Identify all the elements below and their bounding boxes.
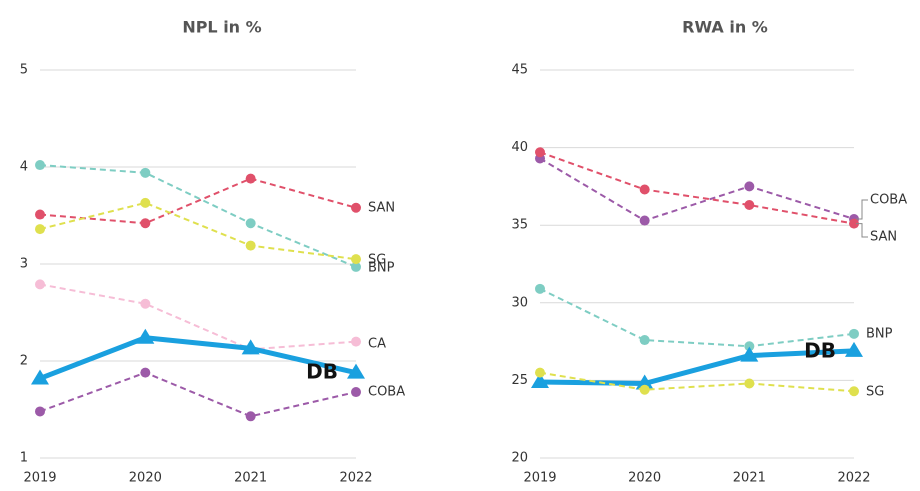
series-label: SG [866, 385, 884, 400]
marker [351, 202, 361, 213]
marker [245, 173, 256, 184]
marker [639, 215, 650, 226]
marker [351, 261, 361, 272]
marker [140, 218, 151, 229]
marker [351, 387, 361, 398]
series-line [539, 371, 855, 393]
series-line [39, 177, 357, 225]
marker [845, 341, 863, 357]
marker [639, 184, 650, 195]
marker [35, 224, 45, 235]
chart-title: NPL in % [182, 18, 261, 37]
marker [535, 147, 545, 158]
y-tick-label: 25 [511, 373, 528, 388]
x-tick-label: 2021 [234, 471, 267, 486]
marker [849, 328, 859, 339]
series-line [539, 151, 855, 225]
marker [35, 209, 45, 220]
marker [744, 341, 755, 352]
marker [351, 336, 361, 347]
y-tick-label: 30 [511, 295, 528, 310]
marker [245, 240, 256, 251]
marker [35, 406, 45, 417]
marker [351, 254, 361, 265]
marker [35, 160, 45, 171]
marker [347, 363, 365, 379]
marker [140, 197, 151, 208]
marker [241, 339, 260, 355]
marker [639, 335, 650, 346]
leader-line [856, 199, 868, 220]
series-label: CA [368, 337, 386, 352]
y-tick-label: 5 [20, 63, 28, 78]
y-tick-label: 3 [20, 257, 28, 272]
series-line [539, 287, 855, 348]
series-label: DB [306, 360, 338, 384]
x-tick-label: 2022 [339, 471, 372, 486]
y-tick-label: 20 [511, 451, 528, 466]
series-line [39, 201, 357, 261]
marker [140, 167, 151, 178]
series-label: DB [804, 339, 836, 363]
series-label: BNP [368, 261, 395, 276]
marker [635, 374, 654, 390]
marker [744, 378, 755, 389]
x-tick-label: 2022 [837, 471, 870, 486]
series-line [539, 157, 855, 222]
x-tick-label: 2020 [628, 471, 661, 486]
marker [31, 369, 49, 385]
series-line [39, 283, 357, 351]
marker [744, 181, 755, 192]
marker [744, 200, 755, 211]
marker [639, 384, 650, 395]
marker [245, 218, 256, 229]
series-label: SAN [368, 201, 395, 216]
x-tick-label: 2019 [23, 471, 56, 486]
series-line [39, 371, 357, 418]
y-tick-label: 4 [20, 160, 28, 175]
marker [531, 372, 549, 388]
x-tick-label: 2020 [129, 471, 162, 486]
series-label: SAN [870, 230, 897, 245]
series-line [39, 164, 357, 268]
marker [535, 283, 545, 294]
x-tick-label: 2019 [523, 471, 556, 486]
y-tick-label: 40 [511, 140, 528, 155]
marker [245, 411, 256, 422]
chart-title: RWA in % [682, 18, 768, 37]
y-tick-label: 35 [511, 218, 528, 233]
series-label: COBA [368, 385, 405, 400]
series-label: SG [368, 253, 386, 268]
y-tick-label: 2 [20, 354, 28, 369]
marker [35, 279, 45, 290]
series-line [539, 348, 855, 387]
marker [740, 346, 759, 362]
marker [140, 298, 151, 309]
marker [849, 218, 859, 229]
series-line [39, 335, 357, 381]
x-tick-label: 2021 [733, 471, 766, 486]
y-tick-label: 1 [20, 451, 28, 466]
marker [849, 386, 859, 397]
marker [535, 367, 545, 378]
marker [140, 367, 151, 378]
y-tick-label: 45 [511, 63, 528, 78]
leader-line [856, 223, 868, 238]
series-label: BNP [866, 327, 893, 342]
marker [136, 328, 155, 344]
series-label: COBA [870, 193, 907, 208]
